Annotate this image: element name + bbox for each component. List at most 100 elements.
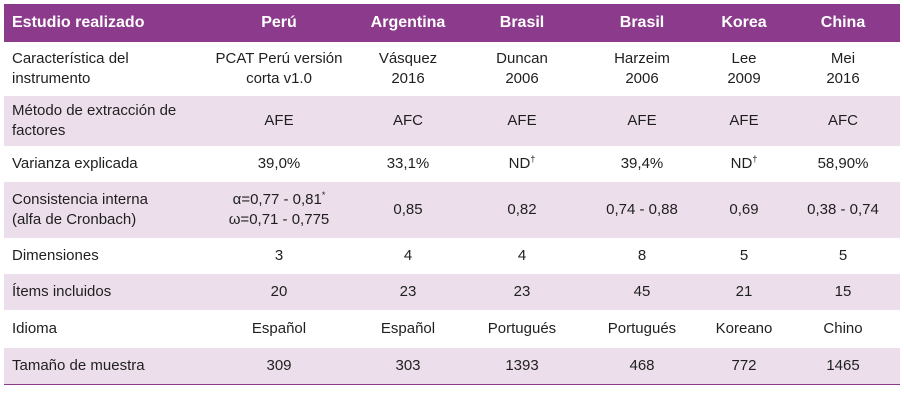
cell-value: ND [508,155,531,172]
row-label: Ítems incluidos [4,274,204,310]
row-label-line: factores [12,122,66,139]
cell-line: 2009 [727,70,761,87]
cell-argentina: 4 [354,238,462,274]
cell-china: 0,38 - 0,74 [786,182,900,238]
dagger-mark: † [752,154,758,164]
cell-line: Mei [830,50,856,67]
cell-argentina: 0,85 [354,182,462,238]
cell-china: 15 [786,274,900,310]
header-study: Estudio realizado [4,4,204,42]
row-label: Consistencia interna (alfa de Cronbach) [4,182,204,238]
cell-peru: α=0,77 - 0,81* ω=0,71 - 0,775 [204,182,354,238]
cell-line: 2006 [625,70,659,87]
omega-range: ω=0,71 - 0,775 [228,211,330,228]
cell-brasil-2: AFE [582,96,702,146]
cell-brasil-1: 4 [462,238,582,274]
cell-china: AFC [786,96,900,146]
row-label: Varianza explicada [4,146,204,182]
cell-korea: 772 [702,348,786,385]
cell-brasil-1: Duncan 2006 [462,42,582,96]
header-brasil-2: Brasil [582,4,702,42]
row-label-line: Consistencia interna [12,191,148,208]
cell-peru: 39,0% [204,146,354,182]
row-label: Idioma [4,310,204,348]
header-brasil-1: Brasil [462,4,582,42]
cell-china: 1465 [786,348,900,385]
cell-brasil-2: 0,74 - 0,88 [582,182,702,238]
header-korea: Korea [702,4,786,42]
cell-line: Vásquez [378,50,438,67]
cell-peru: Español [204,310,354,348]
header-argentina: Argentina [354,4,462,42]
cell-brasil-1: 23 [462,274,582,310]
header-china: China [786,4,900,42]
cell-line: 2016 [826,70,860,87]
cell-china: Mei 2016 [786,42,900,96]
cell-brasil-2: 39,4% [582,146,702,182]
cell-brasil-1: Portugués [462,310,582,348]
cell-korea: 5 [702,238,786,274]
cell-brasil-1: AFE [462,96,582,146]
header-row: Estudio realizado Perú Argentina Brasil … [4,4,900,42]
cell-china: 5 [786,238,900,274]
row-label-line: instrumento [12,70,91,87]
row-label: Dimensiones [4,238,204,274]
cell-line: corta v1.0 [246,70,312,87]
cell-korea: ND† [702,146,786,182]
row-label: Característica del instrumento [4,42,204,96]
cell-peru: PCAT Perú versión corta v1.0 [204,42,354,96]
cell-peru: 3 [204,238,354,274]
table-row-consistencia: Consistencia interna (alfa de Cronbach) … [4,182,900,238]
table-row-caracteristica: Característica del instrumento PCAT Perú… [4,42,900,96]
asterisk-mark: * [321,190,326,200]
table-row-varianza: Varianza explicada 39,0% 33,1% ND† 39,4%… [4,146,900,182]
cell-line: 2016 [391,70,425,87]
cell-value: ND [730,155,753,172]
cell-peru: AFE [204,96,354,146]
cell-korea: AFE [702,96,786,146]
cell-brasil-1: 0,82 [462,182,582,238]
comparison-table: Estudio realizado Perú Argentina Brasil … [4,4,900,385]
cell-korea: Koreano [702,310,786,348]
cell-korea: Lee 2009 [702,42,786,96]
row-label: Tamaño de muestra [4,348,204,385]
row-label-line: Característica del [12,50,129,67]
cell-argentina: 33,1% [354,146,462,182]
cell-line: Harzeim [614,50,670,67]
cell-brasil-2: Portugués [582,310,702,348]
cell-line: Duncan [496,50,548,67]
cell-argentina: Vásquez 2016 [354,42,462,96]
row-label: Método de extracción de factores [4,96,204,146]
table-row-metodo: Método de extracción de factores AFE AFC… [4,96,900,146]
table-row-tamano: Tamaño de muestra 309 303 1393 468 772 1… [4,348,900,385]
cell-brasil-2: Harzeim 2006 [582,42,702,96]
cell-line: α=0,77 - 0,81* [210,190,348,210]
cell-peru: 20 [204,274,354,310]
cell-argentina: 303 [354,348,462,385]
row-label-line: (alfa de Cronbach) [12,211,137,228]
cell-brasil-2: 8 [582,238,702,274]
cell-argentina: 23 [354,274,462,310]
cell-brasil-1: ND† [462,146,582,182]
table-row-dimensiones: Dimensiones 3 4 4 8 5 5 [4,238,900,274]
row-label-line: Método de extracción de [12,102,177,119]
cell-line: Lee [731,50,757,67]
cell-argentina: AFC [354,96,462,146]
table-row-items: Ítems incluidos 20 23 23 45 21 15 [4,274,900,310]
cell-line: PCAT Perú versión [215,50,343,67]
cell-brasil-1: 1393 [462,348,582,385]
cell-china: Chino [786,310,900,348]
comparison-table-container: Estudio realizado Perú Argentina Brasil … [4,4,900,404]
cell-korea: 21 [702,274,786,310]
alpha-range: α=0,77 - 0,81 [232,191,322,208]
header-peru: Perú [204,4,354,42]
table-row-idioma: Idioma Español Español Portugués Portugu… [4,310,900,348]
cell-brasil-2: 468 [582,348,702,385]
cell-china: 58,90% [786,146,900,182]
dagger-mark: † [530,154,536,164]
cell-brasil-2: 45 [582,274,702,310]
cell-argentina: Español [354,310,462,348]
cell-korea: 0,69 [702,182,786,238]
cell-peru: 309 [204,348,354,385]
cell-line: 2006 [505,70,539,87]
